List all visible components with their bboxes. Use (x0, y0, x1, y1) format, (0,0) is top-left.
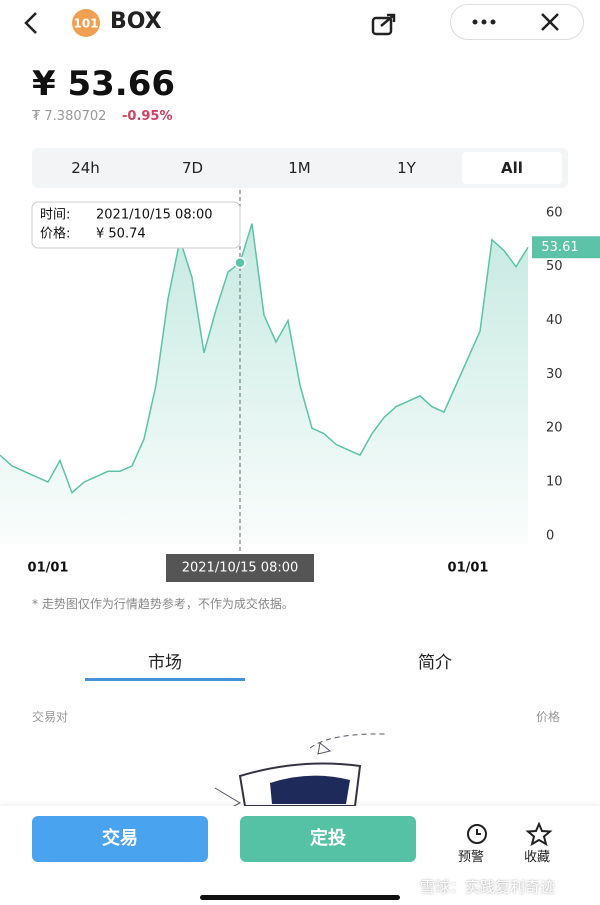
range-tab[interactable]: 1M (288, 159, 311, 177)
home-indicator (200, 895, 400, 900)
crosshair-dot (234, 256, 246, 269)
trade-button[interactable]: 交易 (32, 816, 208, 862)
alert-icon[interactable] (462, 822, 492, 846)
x-tick-label: 01/01 (448, 561, 489, 576)
empty-illustration (214, 733, 386, 808)
range-tab[interactable]: 1Y (397, 159, 416, 177)
price-line (0, 223, 529, 495)
coin-logo: 101 (72, 9, 100, 37)
coin-title: BOX (110, 9, 162, 34)
range-tab[interactable]: All (462, 152, 562, 184)
list-header-left: 交易对 (32, 710, 69, 724)
price-change: -0.95% (122, 109, 173, 124)
more-button[interactable] (469, 13, 499, 31)
favorite-label[interactable]: 收藏 (524, 850, 551, 865)
price-area (0, 223, 528, 544)
y-tick-label: 0 (546, 528, 554, 543)
price-sub: ₮ 7.380702 (32, 109, 107, 124)
crosshair-date: 2021/10/15 08:00 (182, 561, 299, 576)
y-tick-label: 60 (546, 205, 563, 220)
invest-button[interactable]: 定投 (240, 816, 416, 862)
back-button[interactable] (20, 10, 44, 36)
alert-label[interactable]: 预警 (458, 850, 485, 865)
y-tick-label: 50 (546, 259, 563, 274)
tooltip-box (31, 201, 241, 249)
section-underline (85, 678, 245, 681)
tooltip-time: 2021/10/15 08:00 (96, 208, 213, 223)
last-price-label: 53.61 (541, 240, 578, 255)
crosshair-date-box (166, 554, 314, 582)
y-tick-label: 20 (546, 421, 563, 436)
x-tick-label: 01/01 (28, 561, 69, 576)
y-tick-label: 10 (546, 475, 563, 490)
last-price-tag (532, 236, 600, 259)
close-button[interactable] (539, 12, 561, 32)
price-main: ¥ 53.66 (32, 64, 176, 104)
svg-text:101: 101 (73, 17, 98, 31)
range-tab[interactable]: 7D (181, 159, 204, 177)
price-chart: 0 10 20 30 40 50 60 01/01 01/01 53.61 2021/10/15 0… (0, 190, 600, 582)
y-tick-label: 40 (546, 313, 563, 328)
watermark: 雪球：实践复利奇迹 (420, 878, 556, 896)
section-tab[interactable]: 市场 (148, 653, 182, 673)
section-tab[interactable]: 简介 (418, 653, 452, 673)
menu-capsule (450, 4, 584, 40)
tooltip-time-label: 时间: (40, 208, 70, 223)
favorite-icon[interactable] (524, 822, 554, 846)
range-tab[interactable]: 24h (71, 159, 100, 177)
y-tick-label: 30 (546, 367, 563, 382)
tooltip-price: ¥ 50.74 (96, 227, 146, 242)
share-button[interactable] (370, 10, 400, 38)
list-header-right: 价格 (536, 710, 561, 724)
disclaimer: * 走势图仅作为行情趋势参考，不作为成交依据。 (32, 597, 294, 611)
tooltip-price-label: 价格: (40, 226, 70, 242)
